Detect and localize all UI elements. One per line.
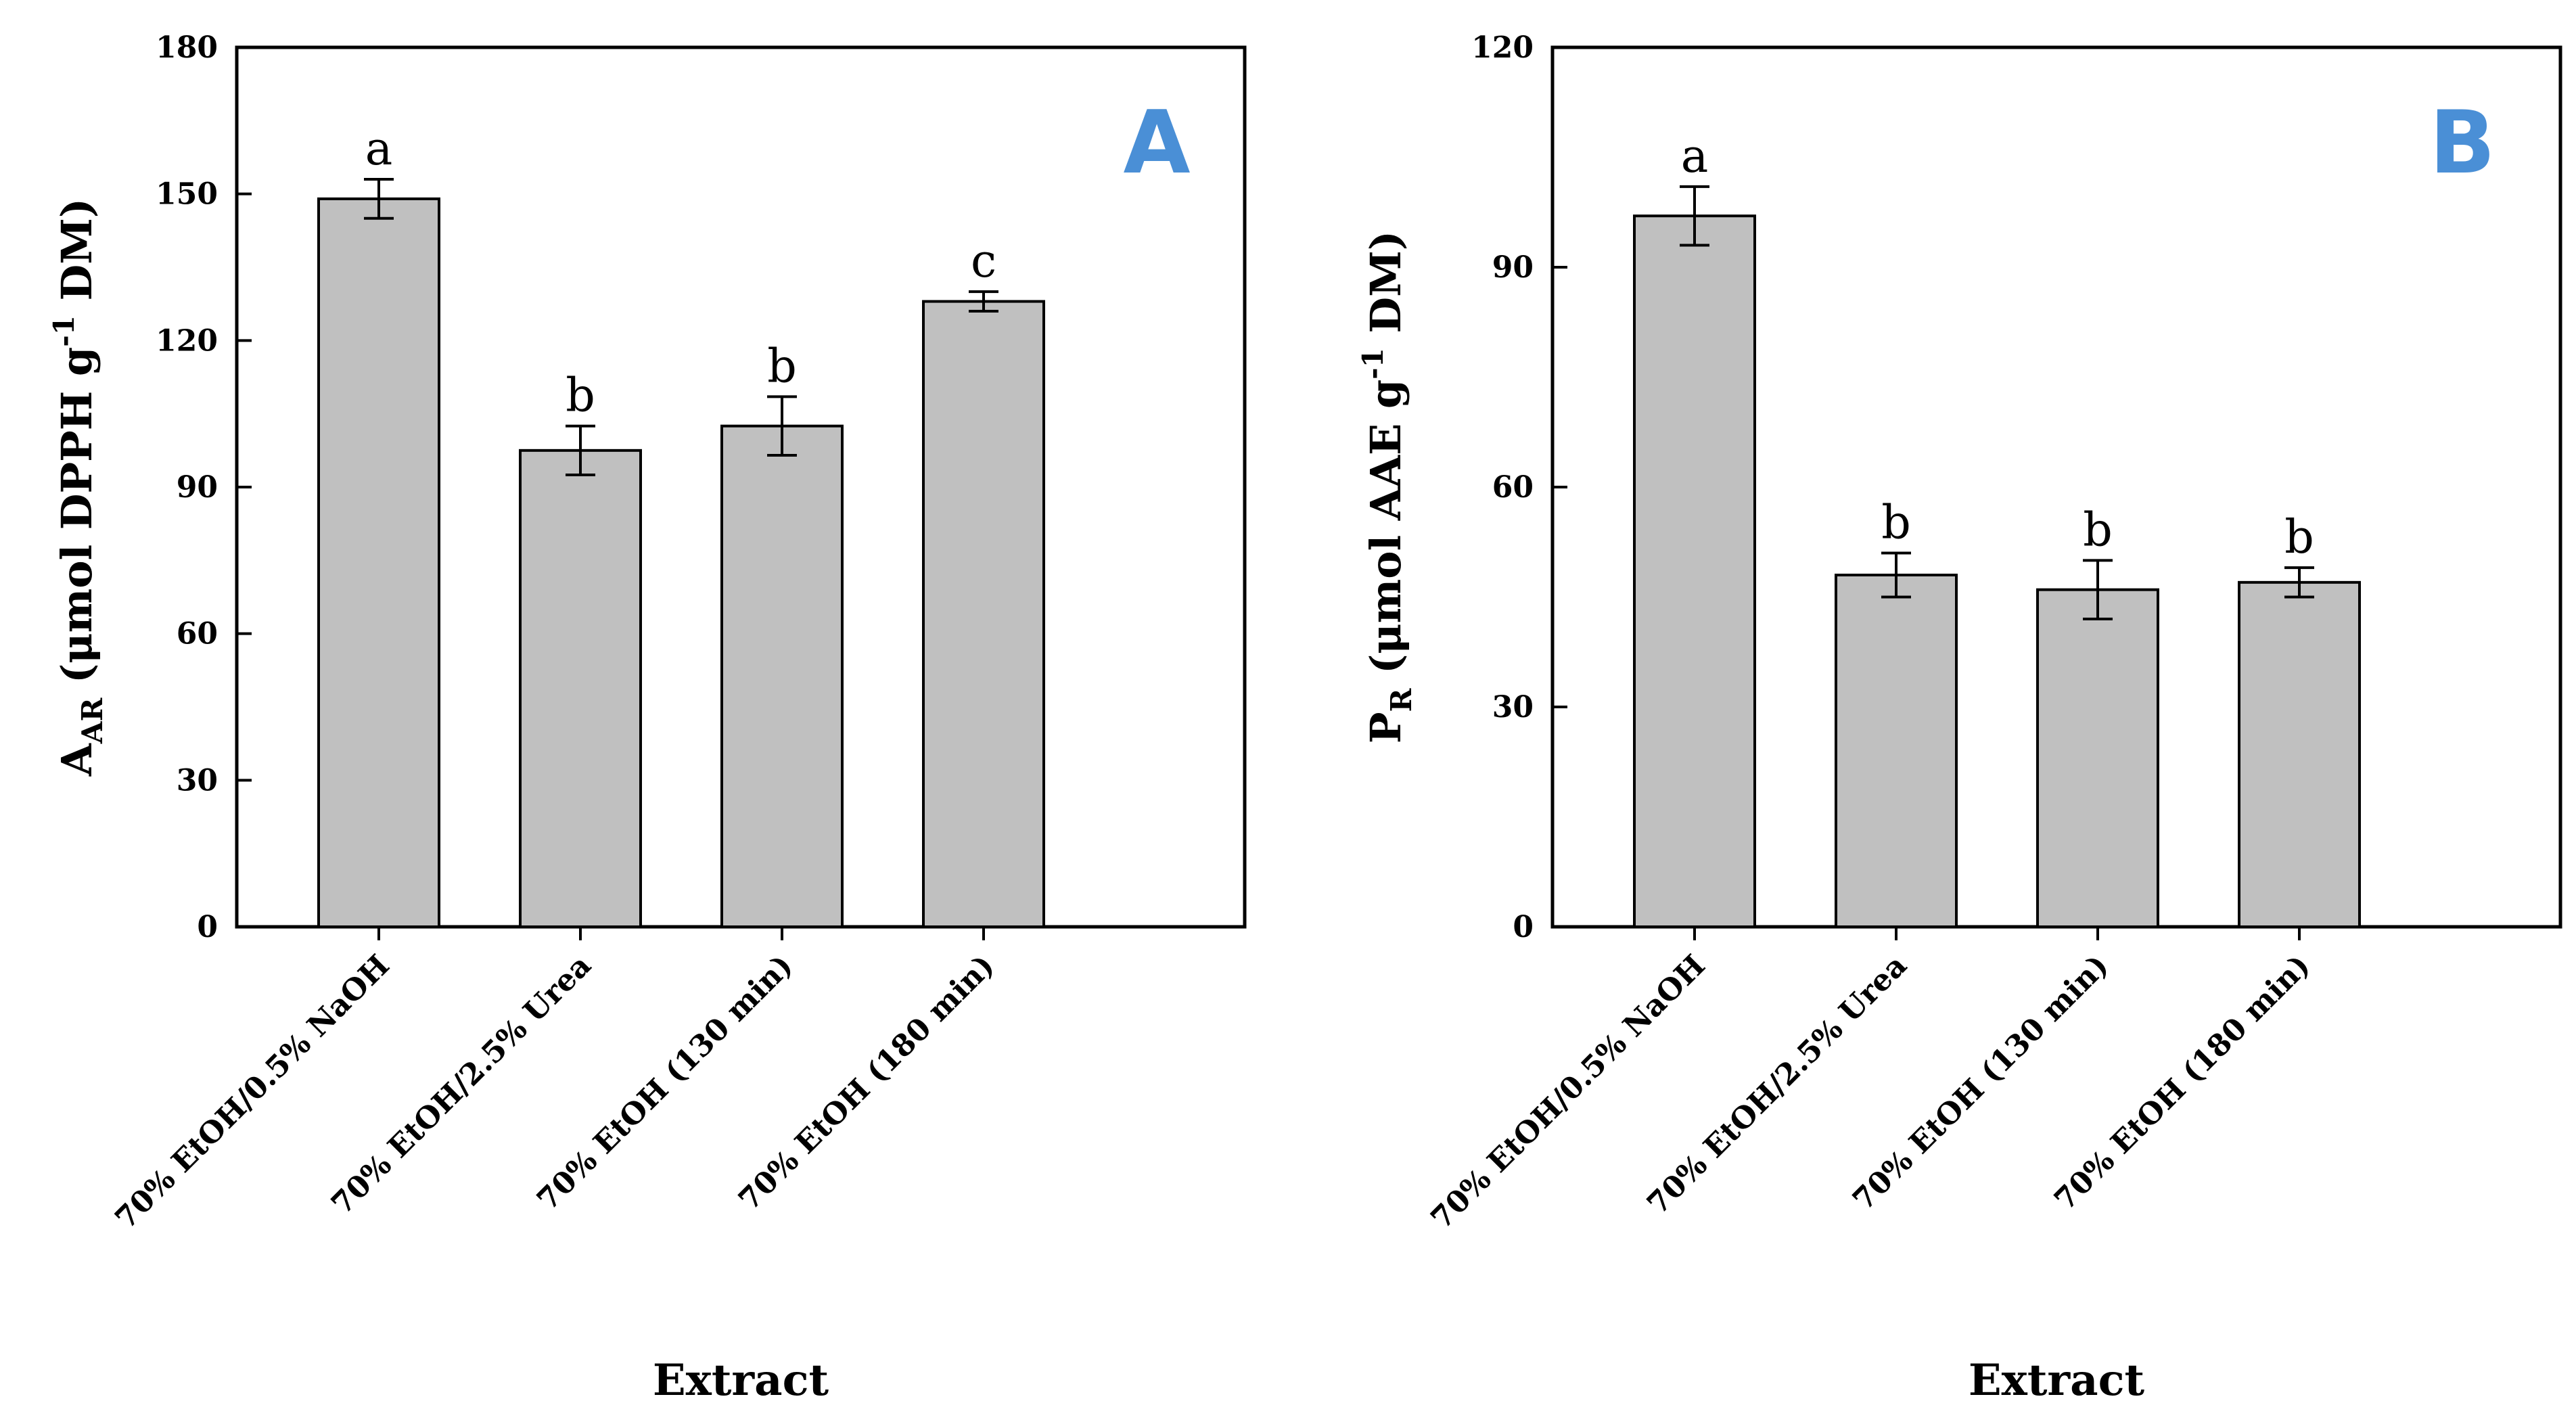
error-bar-a-1 <box>364 178 394 220</box>
error-bar-a-4 <box>969 290 998 313</box>
bar-b-4 <box>2238 580 2361 928</box>
y-tick-label-a: 120 <box>156 323 218 358</box>
panel-label-a: A <box>1123 93 1190 193</box>
y-tick-label-b: 120 <box>1471 30 1534 65</box>
y-axis-label-b-sub: R <box>1385 688 1418 712</box>
error-bar-b-3 <box>2083 559 2113 620</box>
y-axis-label-b-main: P <box>1361 712 1410 744</box>
bar-a-1 <box>317 197 440 928</box>
x-axis-label-b: Extract <box>1969 1355 2145 1406</box>
y-axis-label-a-pre: (μmol DPPH g <box>52 347 101 698</box>
panel-label-b: B <box>2429 93 2496 193</box>
y-axis-label-b-post: DM) <box>1361 231 1410 348</box>
bar-a-3 <box>720 424 844 928</box>
y-axis-label-a: AAR (μmol DPPH g-1 DM) <box>47 198 109 777</box>
y-axis-label-b-pre: (μmol AAE g <box>1361 380 1410 689</box>
x-axis-label-a: Extract <box>653 1355 829 1406</box>
y-tick-label-a: 90 <box>177 470 218 505</box>
y-tick-label-b: 60 <box>1492 470 1534 505</box>
error-bar-a-2 <box>566 424 595 476</box>
y-tick-label-b: 90 <box>1492 250 1534 285</box>
bar-a-2 <box>519 449 642 928</box>
y-tick-label-a: 60 <box>177 617 218 651</box>
y-tick-label-a: 0 <box>197 910 218 944</box>
error-bar-b-2 <box>1881 551 1911 599</box>
y-axis-label-a-post: DM) <box>52 198 101 315</box>
significance-letter-a-4: c <box>971 235 996 288</box>
significance-letter-b-4: b <box>2284 511 2314 564</box>
bar-b-3 <box>2036 588 2159 929</box>
y-axis-label-b: PR (μmol AAE g-1 DM) <box>1356 231 1418 743</box>
y-axis-label-a-sub: AR <box>76 697 109 745</box>
y-tick-label-a: 180 <box>156 30 218 65</box>
bar-a-4 <box>922 300 1045 928</box>
bar-b-1 <box>1633 214 1756 929</box>
significance-letter-b-3: b <box>2083 503 2113 557</box>
error-bar-b-1 <box>1680 185 1709 247</box>
error-bar-b-4 <box>2284 566 2314 599</box>
y-tick-label-b: 30 <box>1492 690 1534 725</box>
significance-letter-b-2: b <box>1881 497 1911 550</box>
bar-b-2 <box>1835 574 1958 928</box>
y-axis-label-a-main: A <box>52 743 101 777</box>
error-bar-a-3 <box>767 395 797 457</box>
significance-letter-b-1: a <box>1681 130 1709 183</box>
significance-letter-a-1: a <box>365 122 393 176</box>
significance-letter-a-2: b <box>566 369 595 423</box>
y-axis-label-a-sup: -1 <box>47 315 80 347</box>
y-tick-label-a: 30 <box>177 763 218 798</box>
y-tick-label-b: 0 <box>1513 910 1534 944</box>
significance-letter-a-3: b <box>767 340 797 393</box>
y-tick-label-a: 150 <box>156 177 218 212</box>
y-axis-label-b-sup: -1 <box>1356 348 1389 380</box>
